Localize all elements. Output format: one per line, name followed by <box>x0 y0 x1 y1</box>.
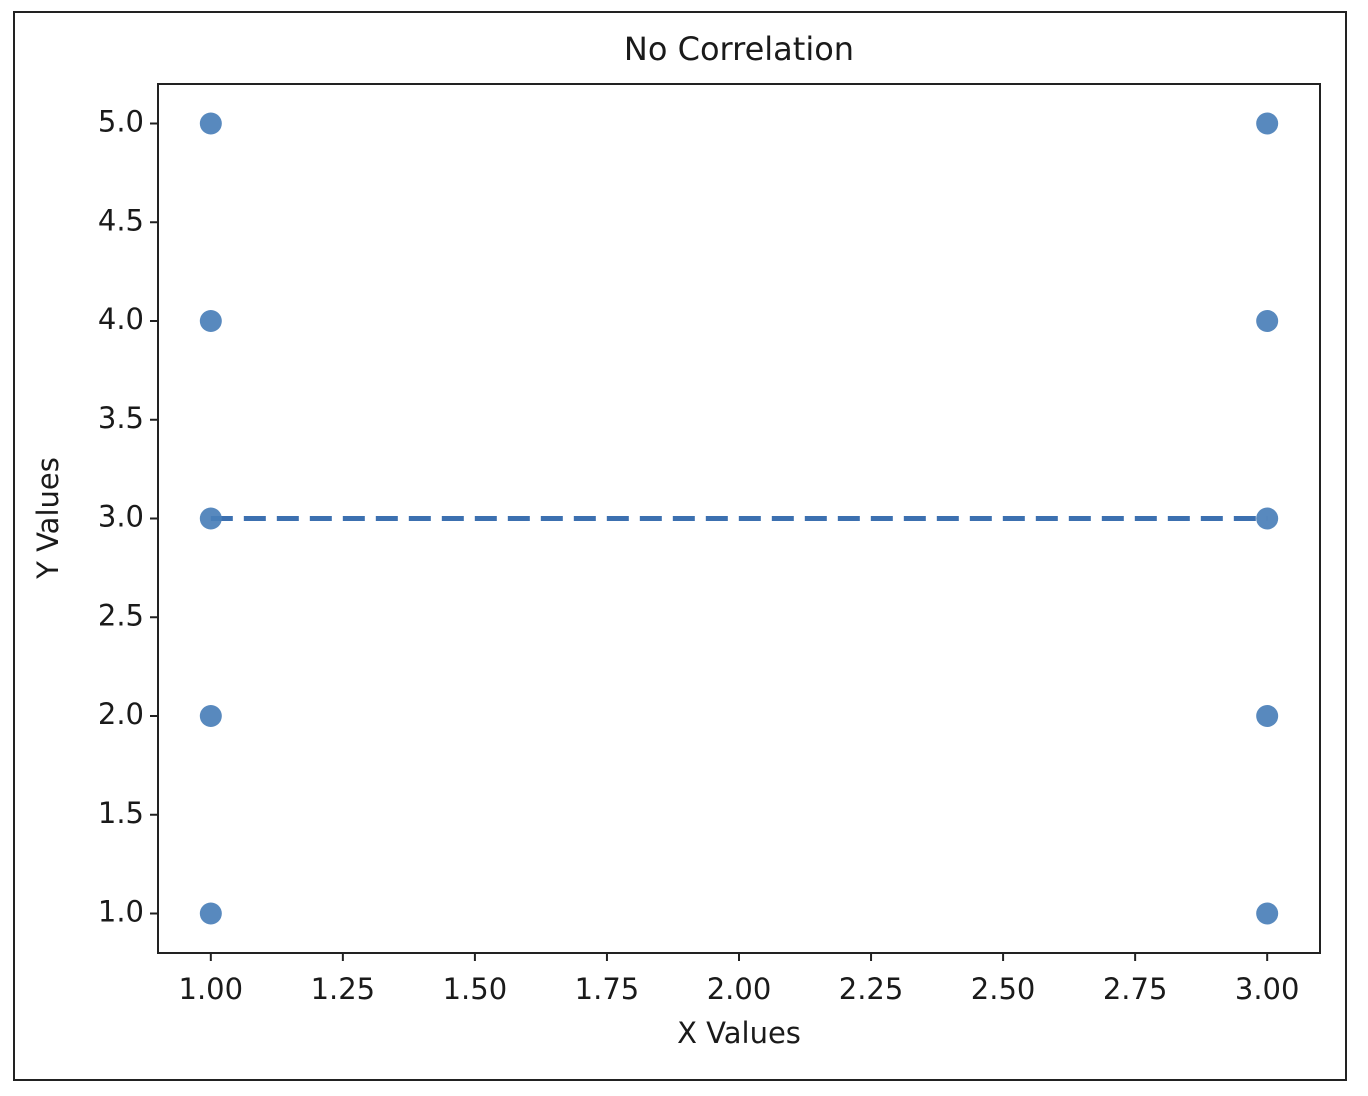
x-tick-label: 2.25 <box>839 972 904 1006</box>
y-tick-label: 3.5 <box>98 401 144 435</box>
point <box>199 507 222 530</box>
point <box>1256 705 1279 727</box>
point <box>199 705 222 727</box>
figure-frame <box>13 11 1347 1081</box>
x-tick-label: 1.25 <box>311 972 376 1006</box>
y-tick-label: 4.5 <box>98 203 144 237</box>
y-tick-label: 4.0 <box>98 302 144 336</box>
point <box>1256 902 1279 925</box>
y-axis-label: Y Values <box>31 457 65 580</box>
y-tick-label: 5.0 <box>98 105 144 139</box>
x-tick-label: 2.50 <box>971 972 1036 1006</box>
point <box>1256 112 1279 135</box>
point <box>1256 507 1279 530</box>
y-tick-label: 3.0 <box>98 500 144 534</box>
y-tick-label: 1.5 <box>98 796 144 830</box>
x-tick-label: 1.00 <box>179 972 244 1006</box>
x-tick-label: 2.75 <box>1103 972 1168 1006</box>
point <box>199 112 222 135</box>
x-tick-label: 1.75 <box>575 972 640 1006</box>
y-tick-label: 2.0 <box>98 697 144 731</box>
point <box>199 902 222 925</box>
x-axis-label: X Values <box>677 1016 801 1050</box>
chart-title: No Correlation <box>624 30 854 68</box>
x-tick-label: 3.00 <box>1235 972 1300 1006</box>
y-tick-label: 1.0 <box>98 895 144 929</box>
x-tick-label: 2.00 <box>707 972 772 1006</box>
x-tick-label: 1.50 <box>443 972 508 1006</box>
point <box>1256 310 1279 332</box>
point <box>199 310 222 332</box>
y-tick-label: 2.5 <box>98 598 144 632</box>
